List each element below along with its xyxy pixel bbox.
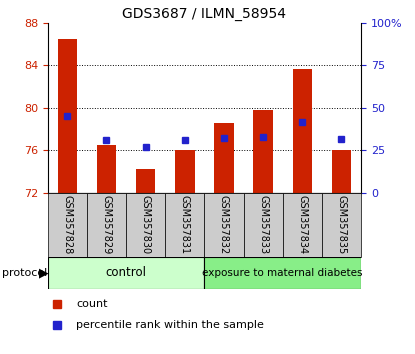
Bar (322, 193, 361, 257)
Bar (48, 257, 205, 289)
Bar (126, 193, 165, 257)
Bar (244, 193, 283, 257)
Text: control: control (105, 266, 146, 279)
Bar (283, 193, 322, 257)
Bar (48, 193, 87, 257)
Bar (205, 193, 244, 257)
Bar (165, 193, 204, 257)
Bar (58, 39, 77, 193)
Text: exposure to maternal diabetes: exposure to maternal diabetes (203, 268, 363, 278)
Bar (214, 123, 234, 193)
Bar (253, 110, 273, 193)
Title: GDS3687 / ILMN_58954: GDS3687 / ILMN_58954 (122, 7, 286, 21)
Bar (332, 150, 351, 193)
Text: GSM357832: GSM357832 (219, 195, 229, 255)
Text: GSM357835: GSM357835 (337, 195, 347, 255)
Bar (175, 150, 195, 193)
Text: GSM357828: GSM357828 (62, 195, 72, 255)
Text: GSM357831: GSM357831 (180, 195, 190, 255)
Text: percentile rank within the sample: percentile rank within the sample (76, 320, 264, 330)
Text: GSM357834: GSM357834 (297, 195, 307, 255)
Text: count: count (76, 299, 107, 309)
Bar (205, 257, 361, 289)
Bar (97, 145, 116, 193)
Text: ▶: ▶ (39, 266, 49, 279)
Text: GSM357829: GSM357829 (102, 195, 112, 255)
Text: GSM357833: GSM357833 (258, 195, 268, 255)
Bar (136, 169, 156, 193)
Bar (293, 69, 312, 193)
Text: protocol: protocol (2, 268, 47, 278)
Bar (87, 193, 126, 257)
Text: GSM357830: GSM357830 (141, 195, 151, 255)
